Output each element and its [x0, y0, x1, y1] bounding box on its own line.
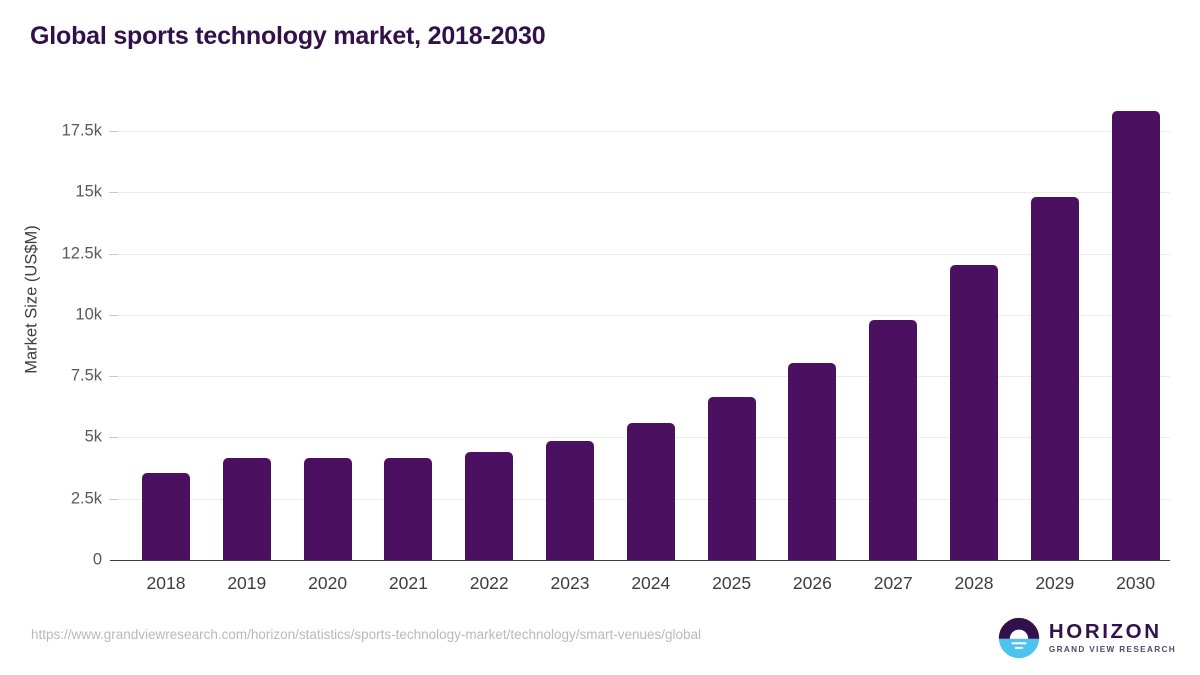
- y-tick-label: 12.5k: [61, 244, 102, 263]
- x-tick-label: 2019: [227, 573, 267, 593]
- x-axis-line: [110, 559, 1170, 561]
- y-tick-label: 15k: [75, 182, 102, 201]
- x-tick-label: 2030: [1116, 573, 1156, 593]
- logo-tagline: GRAND VIEW RESEARCH: [1048, 645, 1176, 655]
- logo-text: HORIZON GRAND VIEW RESEARCH: [1048, 619, 1176, 655]
- bar[interactable]: [1111, 111, 1160, 560]
- gridline: [118, 376, 1170, 378]
- y-tick-label: 7.5k: [70, 366, 102, 385]
- plot-area: Market Size (US$M) 0 2.5k 5k 7.5k 10k 12.5k 15…: [0, 0, 1170, 600]
- bar[interactable]: [303, 458, 352, 560]
- y-tick-mark: [109, 498, 118, 500]
- y-tick-label: 10k: [75, 305, 102, 324]
- y-tick-label: 17.5k: [61, 121, 102, 140]
- bar[interactable]: [626, 422, 675, 560]
- x-axis-ticks: 2018 2019 2020 2021 2022 2023 2024 2025 2026 2027…: [118, 0, 1170, 600]
- bar[interactable]: [222, 458, 271, 560]
- footer: https://www.grandviewresearch.com/horizo…: [0, 603, 1200, 675]
- bar-series: [118, 0, 1170, 600]
- y-tick-mark: [109, 314, 118, 316]
- gridline: [118, 253, 1170, 255]
- bar[interactable]: [950, 264, 998, 560]
- x-tick-label: 2028: [954, 573, 994, 593]
- bar[interactable]: [384, 458, 433, 560]
- horizon-logo-icon: [998, 617, 1040, 659]
- bar[interactable]: [788, 362, 837, 560]
- logo-name: HORIZON: [1048, 619, 1162, 643]
- gridline: [118, 131, 1170, 132]
- x-tick-label: 2023: [550, 573, 590, 593]
- y-tick-label: 2.5k: [70, 489, 102, 508]
- x-tick-label: 2021: [388, 573, 428, 593]
- gridline: [118, 192, 1170, 194]
- horizon-logo: HORIZON GRAND VIEW RESEARCH: [998, 617, 1176, 659]
- x-tick-label: 2018: [146, 573, 186, 593]
- y-tick-mark: [109, 437, 118, 439]
- y-axis-ticks: 0 2.5k 5k 7.5k 10k 12.5k 15k 17.5k: [0, 0, 118, 600]
- bar[interactable]: [142, 472, 190, 560]
- y-tick-label: 5k: [84, 427, 102, 446]
- x-tick-label: 2029: [1035, 573, 1075, 593]
- x-tick-label: 2025: [712, 573, 752, 593]
- x-tick-label: 2027: [873, 573, 913, 593]
- source-url[interactable]: https://www.grandviewresearch.com/horizo…: [31, 627, 702, 642]
- x-tick-label: 2026: [792, 573, 832, 593]
- y-tick-label: 0: [92, 550, 102, 569]
- y-tick-mark: [109, 192, 118, 194]
- bar[interactable]: [869, 319, 918, 560]
- y-tick-mark: [109, 376, 118, 378]
- x-tick-label: 2022: [469, 573, 509, 593]
- y-tick-mark: [109, 253, 118, 255]
- y-tick-mark: [109, 131, 118, 132]
- page-title: Global sports technology market, 2018-20…: [30, 22, 546, 50]
- x-tick-label: 2020: [308, 573, 348, 593]
- bar[interactable]: [546, 441, 594, 560]
- bar[interactable]: [465, 452, 514, 560]
- gridline: [118, 314, 1170, 316]
- bar[interactable]: [1030, 197, 1079, 560]
- bar[interactable]: [707, 396, 756, 560]
- x-tick-label: 2024: [631, 573, 671, 593]
